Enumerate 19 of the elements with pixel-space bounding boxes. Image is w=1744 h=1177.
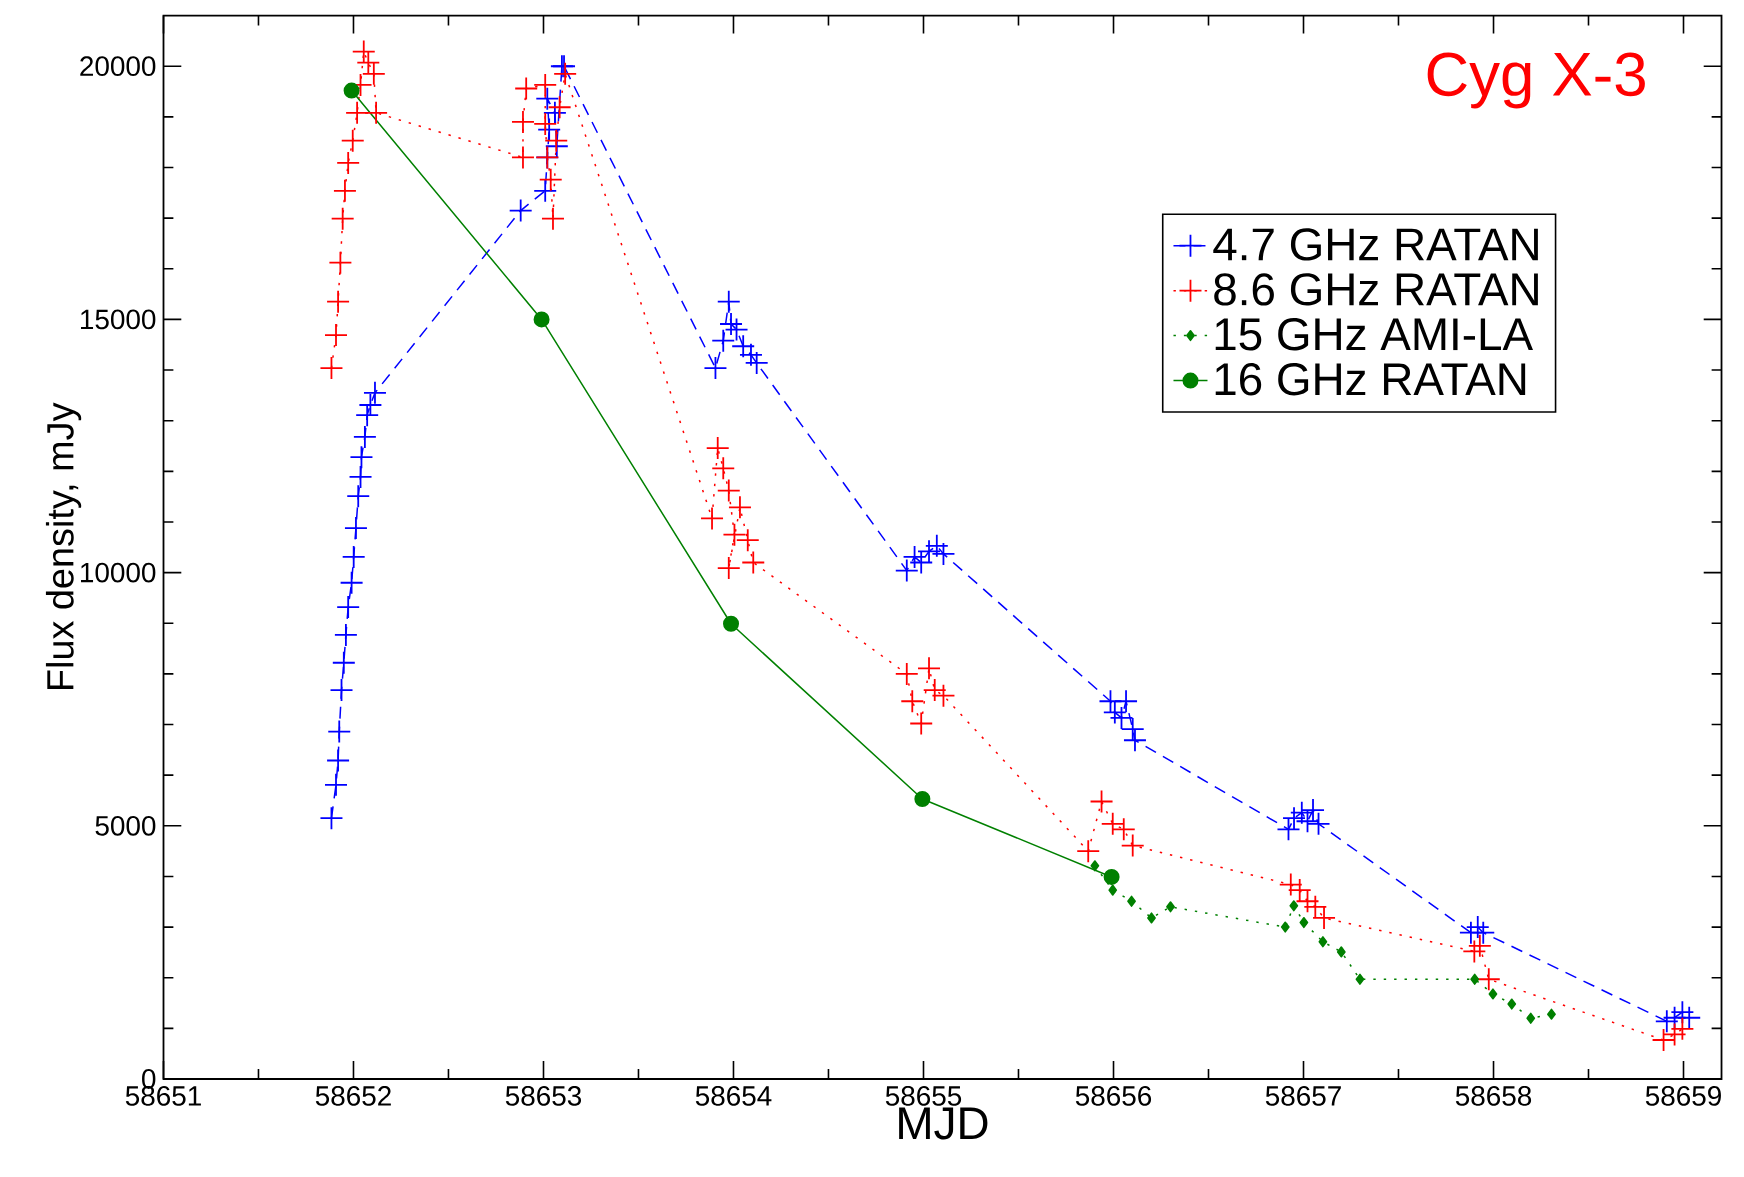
y-tick-label: 10000 (81, 562, 156, 583)
x-tick-label: 58653 (505, 1086, 582, 1106)
x-tick-label: 58655 (885, 1086, 962, 1106)
x-tick-label: 58654 (695, 1086, 772, 1106)
y-tick-label: 20000 (80, 56, 156, 77)
y-axis-title: Flux density, mJy (45, 402, 82, 690)
x-tick-label: 58659 (1645, 1086, 1721, 1106)
y-tick-label: 5000 (95, 815, 156, 836)
x-tick-label: 58658 (1455, 1086, 1532, 1106)
x-axis-title: MJD (899, 1107, 988, 1140)
y-tick-label: 15000 (81, 309, 156, 330)
x-tick-label: 58656 (1075, 1086, 1152, 1106)
legend-label: 15 GHz AMI-LA (1215, 318, 1533, 351)
x-tick-label: 58652 (315, 1086, 391, 1106)
legend-label: 16 GHz RATAN (1215, 363, 1526, 396)
text: Cyg X-3 (1427, 52, 1645, 109)
legend-label: 8.6 GHz RATAN (1214, 273, 1538, 306)
x-tick-label: 58657 (1265, 1086, 1341, 1106)
legend-label: 4.7 GHz RATAN (1213, 228, 1538, 261)
